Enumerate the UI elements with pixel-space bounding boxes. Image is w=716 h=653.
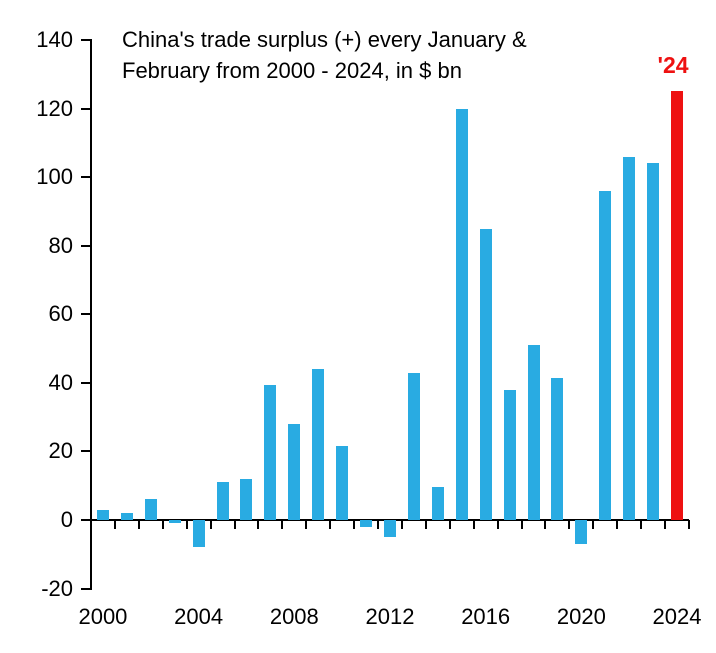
x-axis-tick [281, 520, 284, 529]
x-axis-tick [400, 520, 403, 529]
y-axis-tick-label: 80 [48, 232, 73, 258]
y-axis-tick [81, 176, 91, 179]
y-axis-tick-label: 120 [36, 95, 73, 121]
x-axis-tick [257, 520, 260, 529]
x-axis-tick [377, 520, 380, 529]
y-axis-tick [81, 381, 91, 384]
y-axis-tick-label: 40 [48, 369, 73, 395]
x-axis-tick-label: 2020 [556, 604, 606, 629]
bar-2013 [407, 372, 420, 520]
x-axis-tick [233, 520, 236, 529]
x-axis-tick [472, 520, 475, 529]
x-axis-tick [688, 520, 690, 529]
highlight-year-label: '24 [657, 52, 689, 78]
x-axis-tick [209, 520, 212, 529]
y-axis-tick-label: 0 [60, 507, 73, 532]
x-axis-tick [305, 520, 308, 529]
bar-2010 [336, 446, 349, 520]
x-axis-tick [592, 520, 595, 529]
x-axis-tick-label: 2000 [78, 604, 128, 629]
y-axis-line [90, 39, 92, 590]
bar-2018 [527, 345, 540, 520]
bar-2012 [384, 520, 396, 538]
x-axis-tick [137, 520, 140, 529]
x-axis-tick [424, 520, 427, 529]
y-axis-tick-label: 60 [48, 301, 73, 327]
y-axis-tick [81, 107, 91, 110]
x-axis-tick [640, 520, 643, 529]
x-axis-tick [544, 520, 547, 529]
chart-title-line1: China's trade surplus (+) every January … [122, 27, 527, 52]
x-axis-tick [568, 520, 571, 529]
x-axis-tick-label: 2008 [269, 604, 319, 629]
x-axis-tick [664, 520, 667, 529]
bar-2008 [288, 424, 301, 520]
bar-2001 [120, 513, 133, 520]
bar-2003 [168, 520, 181, 524]
x-axis-tick-label: 2012 [365, 604, 415, 629]
chart-title-line2: February from 2000 - 2024, in $ bn [122, 58, 462, 83]
x-axis-tick [185, 520, 188, 529]
y-axis-tick-label: 100 [36, 164, 73, 190]
y-axis-tick [81, 313, 91, 316]
bar-2000 [96, 509, 109, 520]
x-axis-tick [353, 520, 356, 529]
y-axis-tick-label: 20 [48, 438, 73, 464]
x-axis-tick [113, 520, 116, 529]
chart-title: China's trade surplus (+) every January … [122, 24, 527, 86]
y-axis-tick [81, 39, 91, 41]
bar-2017 [503, 389, 516, 520]
x-axis-tick [90, 520, 92, 529]
x-axis-tick [329, 520, 332, 529]
bar-2020 [575, 520, 588, 544]
y-axis-tick [81, 244, 91, 247]
bar-2022 [623, 156, 636, 520]
x-axis-tick [448, 520, 451, 529]
bar-2011 [360, 520, 373, 527]
y-axis-tick-label: -20 [41, 575, 73, 601]
x-axis-tick [616, 520, 619, 529]
bar-2007 [264, 384, 277, 520]
bar-2019 [551, 377, 564, 520]
y-axis-tick [81, 450, 91, 453]
bar-2016 [479, 228, 492, 520]
bar-2005 [216, 482, 229, 520]
y-axis-tick [81, 587, 91, 590]
x-axis-tick [496, 520, 499, 529]
x-axis-tick [161, 520, 164, 529]
x-axis-tick-label: 2024 [652, 604, 702, 629]
bar-2004 [192, 520, 205, 548]
x-axis-tick-label: 2004 [174, 604, 224, 629]
bar-2014 [431, 487, 444, 520]
y-axis-tick-label: 140 [36, 27, 73, 52]
bar-2006 [240, 478, 253, 520]
y-axis-tick [81, 519, 91, 521]
x-axis-tick-label: 2016 [461, 604, 511, 629]
bar-2021 [599, 190, 612, 520]
bar-2009 [312, 369, 325, 520]
bar-2024 [671, 91, 684, 520]
bar-2023 [647, 163, 660, 520]
x-axis-tick [520, 520, 523, 529]
bar-2015 [455, 108, 468, 520]
bar-2002 [144, 499, 157, 520]
